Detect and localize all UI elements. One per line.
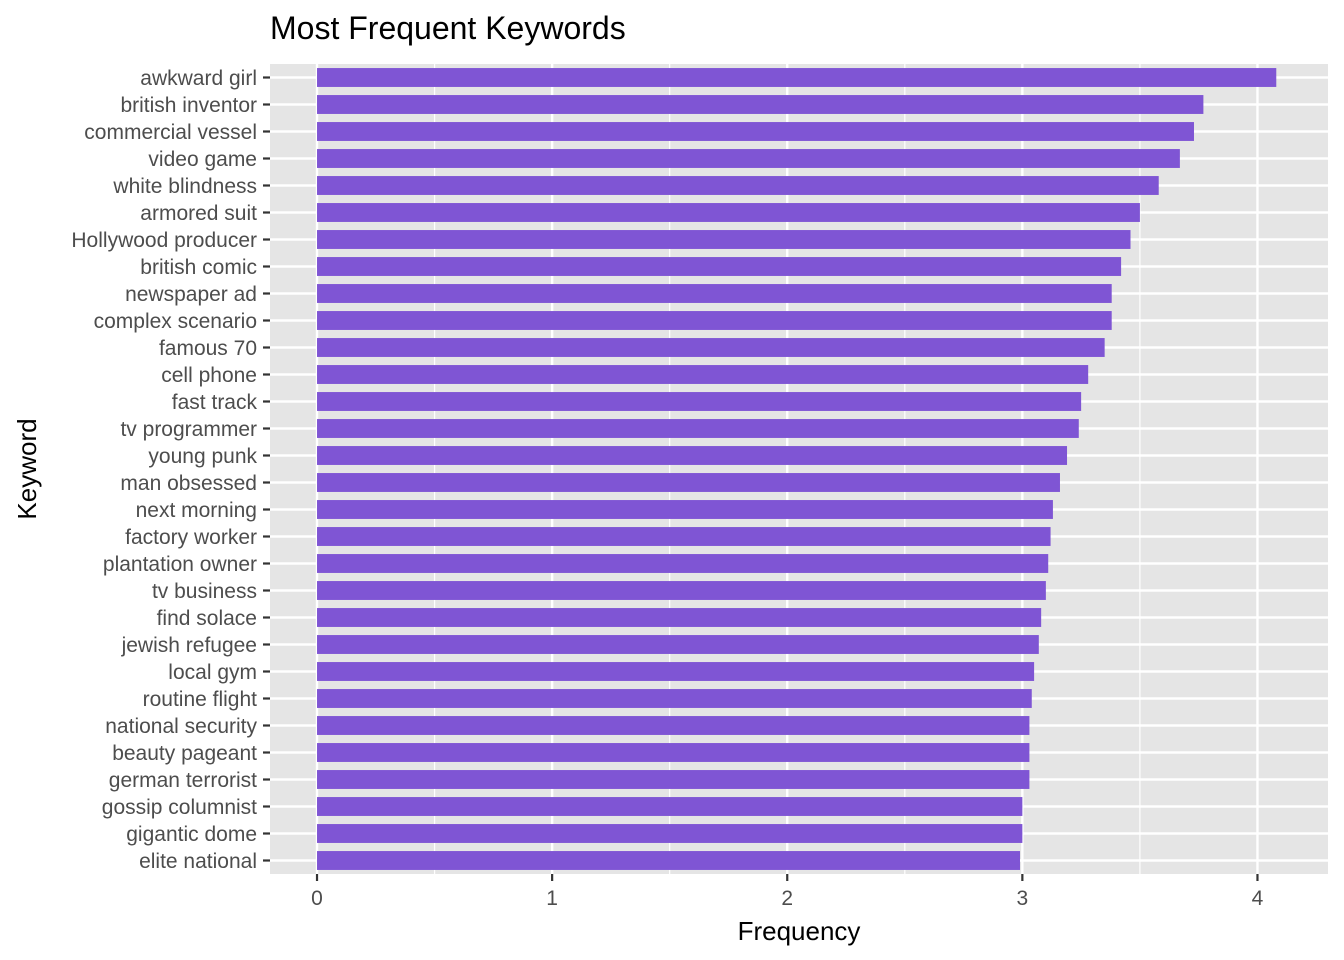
bar [317,419,1079,438]
y-tick-label: newspaper ad [125,283,257,306]
bar [317,365,1089,384]
y-tick-label: young punk [148,445,257,468]
y-tick-label: cell phone [161,364,257,387]
bar [317,176,1159,195]
bar [317,662,1035,681]
bar [317,95,1204,114]
y-tick-label: gigantic dome [126,823,257,846]
bar [317,473,1060,492]
bar [317,608,1042,627]
x-tick-label: 0 [311,887,323,910]
y-tick-label: jewish refugee [121,634,257,657]
y-tick-label: commercial vessel [84,121,257,144]
y-tick-label: tv business [152,580,257,603]
bar [317,230,1131,249]
plot-panel [270,64,1328,874]
y-tick-label: beauty pageant [112,742,257,765]
y-tick-label: national security [105,715,257,738]
bars [317,68,1277,870]
x-tick-label: 1 [546,887,558,910]
y-tick-label: gossip columnist [102,796,257,819]
bar [317,554,1049,573]
bar [317,743,1030,762]
y-tick-label: armored suit [140,202,257,225]
y-tick-label: fast track [172,391,258,414]
y-tick-label: video game [148,148,257,171]
y-tick-label: british inventor [120,94,257,117]
x-tick-label: 3 [1017,887,1029,910]
bar [317,284,1112,303]
y-tick-label: german terrorist [109,769,257,792]
bar [317,338,1105,357]
y-tick-label: famous 70 [159,337,257,360]
bar [317,203,1140,222]
y-tick-label: next morning [136,499,257,522]
y-tick-label: Hollywood producer [71,229,257,252]
y-tick-label: routine flight [143,688,258,711]
bar [317,770,1030,789]
x-axis-title: Frequency [738,916,861,946]
y-tick-label: local gym [168,661,257,684]
bar [317,149,1180,168]
bar [317,635,1039,654]
y-axis-title: Keyword [12,418,42,519]
y-axis: awkward girl british inventor commercial v… [71,67,270,873]
minor-gridlines [433,64,1141,874]
y-tick-label: plantation owner [103,553,257,576]
bar [317,68,1277,87]
y-tick-label: find solace [157,607,257,630]
x-axis: 0 1 2 3 4 [311,874,1264,910]
y-tick-label: awkward girl [140,67,257,90]
bar [317,311,1112,330]
bar [317,122,1194,141]
y-tick-label: factory worker [125,526,257,549]
bar [317,527,1051,546]
y-tick-label: complex scenario [94,310,257,333]
bar [317,446,1068,465]
y-tick-label: man obsessed [120,472,257,495]
bar [317,392,1082,411]
bar [317,824,1023,843]
y-tick-label: elite national [139,850,257,873]
y-tick-label: british comic [140,256,257,279]
bar [317,581,1046,600]
y-tick-label: white blindness [112,175,257,198]
bar [317,500,1053,519]
bar [317,257,1122,276]
bar [317,797,1023,816]
bar [317,689,1032,708]
bar [317,851,1021,870]
y-tick-label: tv programmer [120,418,257,441]
bar [317,716,1030,735]
x-tick-label: 4 [1252,887,1264,910]
x-tick-label: 2 [781,887,793,910]
chart-title: Most Frequent Keywords [270,10,626,46]
